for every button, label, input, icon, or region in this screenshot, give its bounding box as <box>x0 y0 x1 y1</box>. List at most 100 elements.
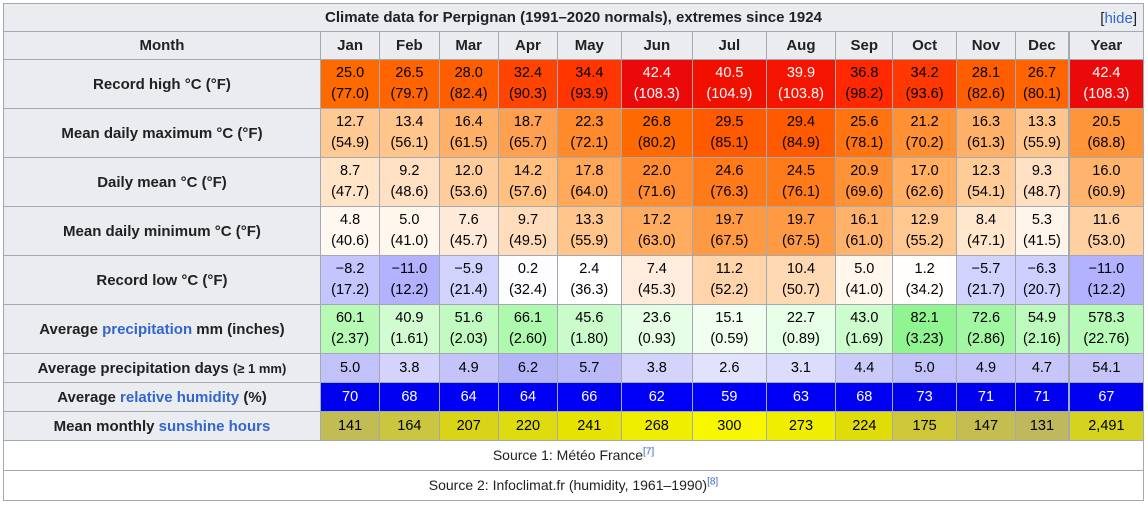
cell-value: 5.3 <box>1031 212 1053 228</box>
cell-value: 4.9 <box>975 359 997 376</box>
cell-value: 24.6 <box>715 163 744 179</box>
data-cell: 4.7 <box>1015 353 1070 383</box>
cell-value: 22.7 <box>786 310 816 326</box>
data-cell: 22.7 (0.89) <box>765 304 837 354</box>
cell-value: −6.3 <box>1027 261 1057 277</box>
data-cell: 7.4 (45.3) <box>620 255 694 305</box>
cell-value: 4.9 <box>458 359 479 376</box>
data-cell: −5.9 (21.4) <box>438 255 499 305</box>
data-cell: 13.4 (56.1) <box>379 108 440 158</box>
cell-converted-value: (68.8) <box>1087 135 1126 151</box>
data-cell: 72.6 (2.86) <box>955 304 1017 354</box>
reference-link[interactable]: [7] <box>643 446 655 458</box>
row-label-link[interactable]: relative humidity <box>120 388 240 406</box>
data-cell: 164 <box>379 411 440 441</box>
header-aug: Aug <box>765 31 837 60</box>
table-row: Mean daily maximum °C (°F) 12.7 (54.9) 13.4… <box>3 108 1144 158</box>
cell-value: 13.4 <box>395 114 424 130</box>
data-cell: 207 <box>438 411 499 441</box>
data-cell: 22.3 (72.1) <box>557 108 622 158</box>
data-cell: 34.4 (93.9) <box>557 59 622 109</box>
data-cell: 4.9 <box>955 353 1017 383</box>
cell-value: 67 <box>1098 388 1115 405</box>
cell-value: 20.5 <box>1092 114 1121 130</box>
table-row: Average precipitation mm (inches) 60.1 (2.… <box>3 304 1144 354</box>
cell-converted-value: (65.7) <box>509 135 547 151</box>
data-cell: 11.6 (53.0) <box>1067 206 1144 256</box>
table-row: Record low °C (°F) −8.2 (17.2) −11.0 (12.2) −… <box>3 255 1144 305</box>
data-cell: 4.8 (40.6) <box>319 206 381 256</box>
hide-link[interactable]: hide <box>1104 10 1133 27</box>
cell-converted-value: (61.5) <box>449 135 488 151</box>
cell-converted-value: (0.59) <box>710 331 749 347</box>
data-cell: 16.0 (60.9) <box>1067 157 1144 207</box>
data-cell: 300 <box>692 411 767 441</box>
cell-value: 8.4 <box>975 212 997 228</box>
cell-converted-value: (2.16) <box>1022 331 1061 347</box>
data-cell: 17.0 (62.6) <box>892 157 957 207</box>
data-cell: 12.7 (54.9) <box>319 108 381 158</box>
data-cell: −11.0 (12.2) <box>379 255 440 305</box>
table-row: Mean monthly sunshine hours 141 164 207 220 2… <box>3 411 1144 441</box>
cell-value: −5.7 <box>971 261 1001 277</box>
cell-value: 54.9 <box>1027 310 1057 326</box>
data-cell: 19.7 (67.5) <box>765 206 837 256</box>
source-1: Source 1: Météo France[7] <box>3 440 1144 471</box>
data-cell: 12.3 (54.1) <box>955 157 1017 207</box>
cell-value: 175 <box>912 417 937 434</box>
cell-converted-value: (1.61) <box>390 331 429 347</box>
cell-value: −5.9 <box>454 261 483 277</box>
data-cell: −5.7 (21.7) <box>955 255 1017 305</box>
data-cell: 42.4 (108.3) <box>620 59 694 109</box>
cell-value: 64 <box>460 388 477 405</box>
cell-value: 10.4 <box>786 261 816 277</box>
data-cell: 14.2 (57.6) <box>497 157 559 207</box>
header-row: Month Jan Feb Mar Apr May Jun Jul Aug Sep Oct Nov De… <box>3 31 1144 60</box>
cell-value: 12.0 <box>454 163 483 179</box>
cell-value: 9.3 <box>1031 163 1053 179</box>
cell-value: 220 <box>515 417 541 434</box>
cell-converted-value: (54.9) <box>331 135 370 151</box>
row-label: Average precipitation days (≥ 1 mm) <box>3 353 321 383</box>
cell-converted-value: (40.6) <box>331 233 370 249</box>
cell-converted-value: (21.4) <box>449 282 488 298</box>
cell-value: 5.0 <box>340 359 361 376</box>
header-sep: Sep <box>835 31 894 60</box>
climate-table: Climate data for Perpignan (1991–2020 no… <box>3 3 1144 501</box>
data-cell: −11.0 (12.2) <box>1067 255 1144 305</box>
cell-converted-value: (2.60) <box>509 331 547 347</box>
cell-converted-value: (45.3) <box>637 282 676 298</box>
cell-value: 2.4 <box>579 261 600 277</box>
cell-value: 22.0 <box>642 163 671 179</box>
header-dec: Dec <box>1015 31 1070 60</box>
cell-value: 2,491 <box>1088 417 1125 434</box>
data-cell: 16.4 (61.5) <box>438 108 499 158</box>
data-cell: 40.5 (104.9) <box>692 59 767 109</box>
cell-converted-value: (60.9) <box>1087 184 1126 200</box>
row-label-link[interactable]: precipitation <box>102 320 193 338</box>
data-cell: 24.5 (76.1) <box>765 157 837 207</box>
cell-converted-value: (79.7) <box>390 86 429 102</box>
cell-value: 16.3 <box>971 114 1001 130</box>
cell-converted-value: (12.2) <box>1087 282 1126 298</box>
data-cell: 578.3 (22.76) <box>1067 304 1144 354</box>
cell-converted-value: (64.0) <box>570 184 609 200</box>
data-cell: 28.0 (82.4) <box>438 59 499 109</box>
data-cell: 10.4 (50.7) <box>765 255 837 305</box>
cell-value: 6.2 <box>517 359 539 376</box>
hide-toggle[interactable]: [hide] <box>1100 10 1137 27</box>
row-label: Mean daily maximum °C (°F) <box>3 108 321 158</box>
cell-converted-value: (1.80) <box>570 331 609 347</box>
data-cell: 9.7 (49.5) <box>497 206 559 256</box>
row-label: Record high °C (°F) <box>3 59 321 109</box>
reference-link[interactable]: [8] <box>707 476 719 488</box>
data-cell: 147 <box>955 411 1017 441</box>
cell-value: 29.5 <box>715 114 744 130</box>
cell-converted-value: (84.9) <box>781 135 820 151</box>
cell-value: 32.4 <box>513 65 543 81</box>
cell-value: 1.2 <box>914 261 935 277</box>
data-cell: 45.6 (1.80) <box>557 304 622 354</box>
row-label-link[interactable]: sunshine hours <box>158 417 271 435</box>
source-row: Source 2: Infoclimat.fr (humidity, 1961–… <box>3 470 1144 501</box>
data-cell: 18.7 (65.7) <box>497 108 559 158</box>
